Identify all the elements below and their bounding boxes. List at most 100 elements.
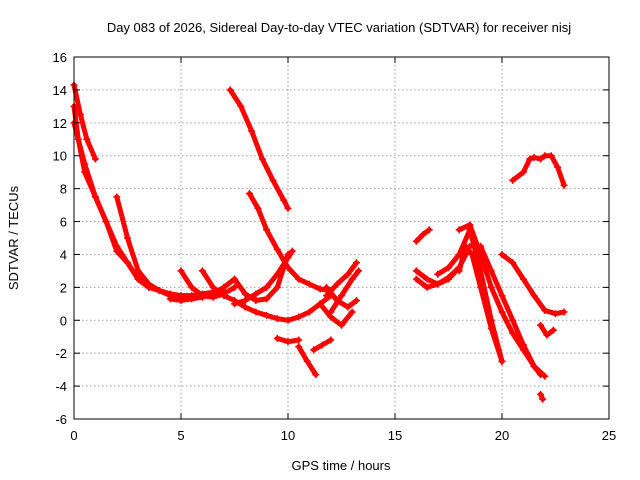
data-point [252,297,260,305]
y-tick-label: 6 [60,215,67,230]
data-point [487,283,495,291]
data-point [519,275,527,283]
data-point [83,135,91,143]
series-track-c [70,119,153,291]
data-point [258,155,266,163]
data-point [487,325,495,332]
data-point [231,275,238,283]
data-point [423,275,431,283]
data-point [231,283,238,291]
series-track [324,284,359,310]
data-point [509,316,517,324]
data-point [220,283,228,291]
data-point [263,226,271,234]
data-point [477,242,485,250]
data-point [76,111,84,119]
series-track-q [323,259,360,300]
data-point [462,242,470,250]
data-point [231,300,238,308]
data-point [552,310,559,318]
series-track [317,301,355,328]
data-point [323,292,331,300]
series-track-ac [509,152,568,189]
y-axis-label: SDTVAR / TECUs [6,185,21,290]
series-track-aa [537,321,557,339]
series-track [232,252,291,303]
data-point [333,280,341,288]
plot-frame [73,56,610,420]
y-tick-label: -2 [55,346,67,361]
series-track-k [231,250,292,305]
data-point [310,346,318,354]
data-point [419,231,427,239]
chart-title: Day 083 of 2026, Sidereal Day-to-day VTE… [107,20,571,35]
series-track-m [295,343,320,379]
data-point [295,275,303,283]
data-point [288,247,296,255]
data-point [547,152,555,160]
data-point [338,321,345,329]
y-tick-label: 8 [60,182,67,197]
data-point [509,176,517,184]
data-point [541,372,549,380]
series-track-w [455,242,506,365]
data-point [220,292,228,300]
data-point [245,190,253,198]
x-tick-label: 25 [602,428,616,443]
data-point [241,297,249,305]
data-point [273,315,281,323]
data-point [318,341,326,349]
data-point [269,176,277,184]
series-track [324,260,359,299]
data-point [316,285,324,293]
y-tick-label: 2 [60,280,67,295]
series-track-z [498,250,568,318]
data-point [263,311,271,319]
data-point [284,250,292,258]
x-axis-label: GPS time / hours [292,458,391,473]
data-point [468,250,476,258]
data-point [102,218,110,226]
series-track [71,120,152,290]
series-track [71,82,98,162]
data-point [237,102,245,110]
series-track [178,268,237,300]
data-point [519,341,527,349]
grid-lines [74,57,609,419]
series-track-n [310,336,335,354]
data-point [549,326,557,334]
y-tick-label: 0 [60,313,67,328]
data-point [348,275,356,283]
data-point [273,334,281,342]
data-point [252,290,260,298]
data-point [348,308,356,316]
data-point [305,308,313,316]
data-point [526,155,534,163]
data-point [273,246,281,254]
data-point [188,295,196,303]
data-point [295,313,303,321]
data-point [263,283,271,291]
data-point [352,259,360,267]
data-series [70,81,568,403]
data-point [530,292,538,300]
data-point [188,283,196,291]
data-point [156,287,164,295]
y-tick-label: 10 [53,149,67,164]
data-point [241,303,249,311]
data-point [412,237,420,245]
data-point [445,275,452,283]
axis-ticks [73,56,610,420]
series-track-p [323,283,360,311]
y-tick-label: 4 [60,247,67,262]
series-track-i [245,190,335,295]
series-track [227,87,291,211]
x-tick-label: 10 [281,428,295,443]
data-point [530,362,538,370]
data-point [509,329,517,337]
data-point [177,297,185,305]
data-point [445,264,452,272]
data-point [145,280,153,288]
data-point [327,336,335,344]
